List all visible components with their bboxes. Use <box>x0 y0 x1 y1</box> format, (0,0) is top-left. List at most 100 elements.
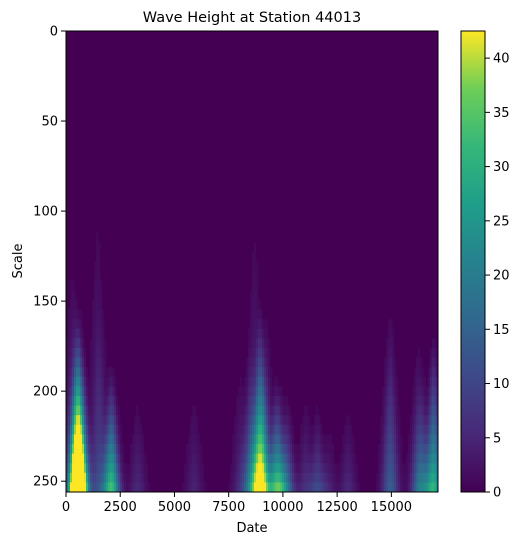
heatmap-cell <box>278 453 281 464</box>
heatmap-cell <box>252 434 255 445</box>
heatmap-cell <box>342 472 345 483</box>
heatmap-cell <box>112 443 115 454</box>
heatmap-cell <box>248 424 251 435</box>
heatmap-cell <box>96 424 99 435</box>
heatmap-cell <box>190 424 193 435</box>
heatmap-cell <box>290 424 293 435</box>
heatmap-cell <box>250 386 253 397</box>
heatmap-cell <box>198 434 201 445</box>
heatmap-cell <box>132 472 135 483</box>
heatmap-cell <box>234 434 237 445</box>
heatmap-cell <box>82 347 85 358</box>
heatmap-cell <box>376 482 379 493</box>
heatmap-cell <box>292 434 295 445</box>
heatmap-cell <box>314 424 317 435</box>
heatmap-cell <box>112 395 115 406</box>
heatmap-cell <box>254 299 257 310</box>
heatmap-cell <box>326 482 329 493</box>
heatmap-cell <box>346 482 349 493</box>
heatmap-cell <box>148 482 151 493</box>
heatmap-cell <box>344 443 347 454</box>
heatmap-cell <box>420 405 423 416</box>
heatmap-cell <box>316 482 319 493</box>
heatmap-cell <box>316 434 319 445</box>
heatmap-cell <box>350 443 353 454</box>
heatmap-cell <box>270 376 273 387</box>
heatmap-cell <box>236 472 239 483</box>
heatmap-cell <box>120 434 123 445</box>
heatmap-cell <box>378 463 381 474</box>
heatmap-cell <box>104 453 107 464</box>
heatmap-cell <box>90 415 93 426</box>
heatmap-cell <box>260 376 263 387</box>
heatmap-cell <box>68 395 71 406</box>
heatmap-cell <box>106 453 109 464</box>
x-tick-label: 2500 <box>104 500 137 515</box>
heatmap-cell <box>272 463 275 474</box>
heatmap-cell <box>260 347 263 358</box>
heatmap-cell <box>424 434 427 445</box>
heatmap-cell <box>418 405 421 416</box>
heatmap-cell <box>136 415 139 426</box>
heatmap-cell <box>428 386 431 397</box>
heatmap-cell <box>436 376 439 387</box>
heatmap-cell <box>330 434 333 445</box>
heatmap-cell <box>118 463 121 474</box>
heatmap-cell <box>86 453 89 464</box>
heatmap-cell <box>396 482 399 493</box>
heatmap-cell <box>326 443 329 454</box>
heatmap-cell <box>66 434 69 445</box>
heatmap-cell <box>228 482 231 493</box>
heatmap-cell <box>98 424 101 435</box>
heatmap-cell <box>436 415 439 426</box>
heatmap-cell <box>66 338 69 349</box>
heatmap-cell <box>314 463 317 474</box>
heatmap-cell <box>382 453 385 464</box>
heatmap-cell <box>128 482 131 493</box>
heatmap-cell <box>310 443 313 454</box>
heatmap-cell <box>190 434 193 445</box>
heatmap-cell <box>414 415 417 426</box>
heatmap-cell <box>140 434 143 445</box>
heatmap-cell <box>200 472 203 483</box>
heatmap-cell <box>70 280 73 291</box>
heatmap-cell <box>232 482 235 493</box>
heatmap-cell <box>252 453 255 464</box>
heatmap-cell <box>132 453 135 464</box>
heatmap-cell <box>112 482 115 493</box>
heatmap-cell <box>258 434 261 445</box>
heatmap-cell <box>430 443 433 454</box>
heatmap-cell <box>324 443 327 454</box>
heatmap-cell <box>74 367 77 378</box>
heatmap-cell <box>250 319 253 330</box>
heatmap-cell <box>294 443 297 454</box>
heatmap-cell <box>98 271 101 281</box>
heatmap-cell <box>186 443 189 454</box>
heatmap-cell <box>70 347 73 358</box>
heatmap-cell <box>306 415 309 426</box>
heatmap-cell <box>380 472 383 483</box>
heatmap-cell <box>90 386 93 397</box>
heatmap-cell <box>258 386 261 397</box>
heatmap-cell <box>80 319 83 330</box>
heatmap-cell <box>300 453 303 464</box>
heatmap-cell <box>296 453 299 464</box>
heatmap-cell <box>104 482 107 493</box>
heatmap-cell <box>412 386 415 397</box>
heatmap-cell <box>122 453 125 464</box>
heatmap-cell <box>302 415 305 426</box>
heatmap-cell <box>422 443 425 454</box>
heatmap-cell <box>78 319 81 330</box>
heatmap-cell <box>274 415 277 426</box>
heatmap-cell <box>252 424 255 435</box>
heatmap-cell <box>76 367 79 378</box>
heatmap-cell <box>96 405 99 416</box>
heatmap-cell <box>304 424 307 435</box>
heatmap-cell <box>434 367 437 378</box>
heatmap-cell <box>424 443 427 454</box>
heatmap-cell <box>430 424 433 435</box>
heatmap-cell <box>398 405 401 416</box>
heatmap-cell <box>90 357 93 368</box>
heatmap-cell <box>318 443 321 454</box>
heatmap-cell <box>312 443 315 454</box>
